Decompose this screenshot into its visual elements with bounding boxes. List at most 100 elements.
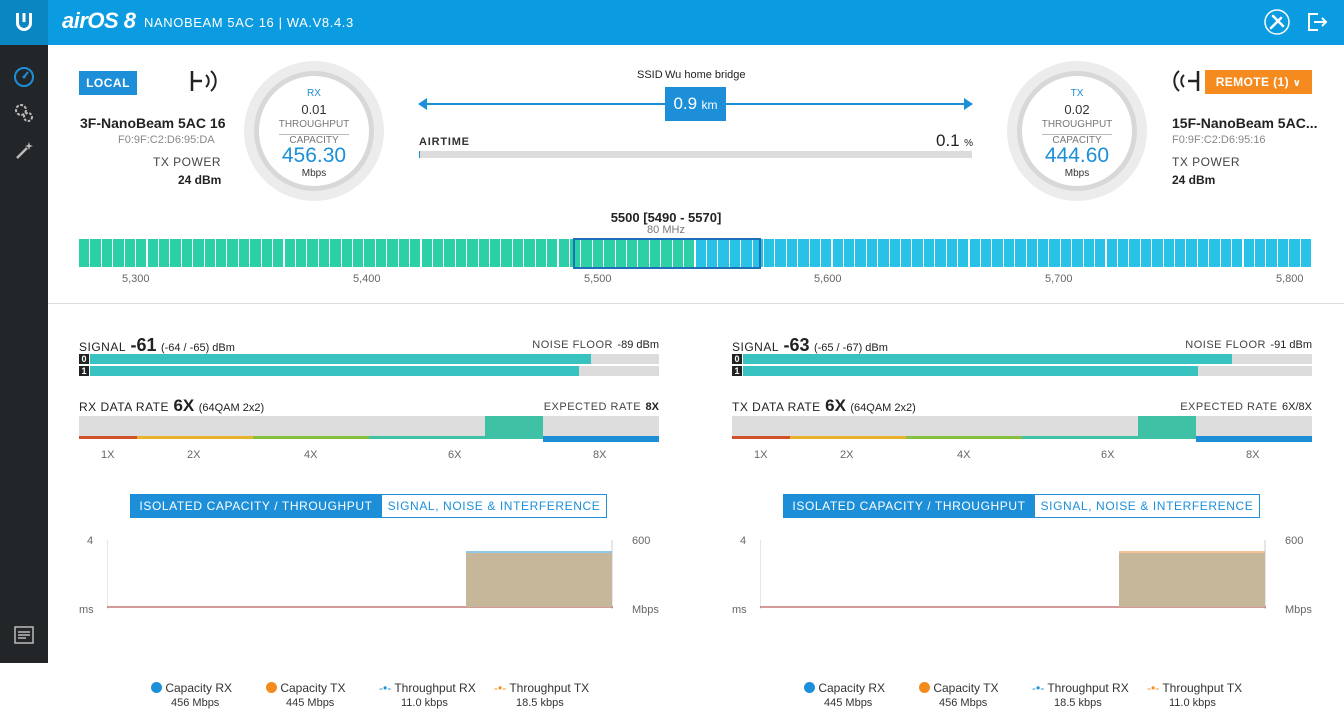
spectrum-tick: 5,700 <box>1045 273 1073 285</box>
spectrum-segment <box>250 239 261 267</box>
spectrum-segment <box>478 239 489 267</box>
spectrum-tick: 5,300 <box>122 273 150 285</box>
tab-signal-noise[interactable]: SIGNAL, NOISE & INTERFERENCE <box>381 494 607 518</box>
spectrum-segment <box>786 239 798 267</box>
spectrum-segment <box>1254 239 1266 267</box>
spectrum-segment <box>946 239 958 267</box>
spectrum-segment <box>923 239 935 267</box>
local-rx-gauge: RX 0.01 THROUGHPUT CAPACITY 456.30 Mbps <box>244 61 384 201</box>
data-rate-readout: RX DATA RATE 6X (64QAM 2x2) <box>79 396 264 416</box>
spectrum-segment <box>295 239 307 267</box>
spectrum-segment <box>752 239 763 267</box>
legend-name: Capacity TX <box>933 681 999 695</box>
legend-capacity-rx[interactable]: Capacity RX <box>151 681 232 695</box>
chain-0-signal-bar <box>90 354 659 364</box>
data-rate-detail: (64QAM 2x2) <box>850 402 916 414</box>
chain-0-signal-fill <box>90 354 591 364</box>
main-content: LOCAL 3F-NanoBeam 5AC 16 F0:9F:C2:D6:95:… <box>48 45 1344 709</box>
legend-capacity-tx[interactable]: Capacity TX <box>266 681 345 695</box>
spectrum-segment <box>216 239 227 267</box>
top-bar: airOS 8 NANOBEAM 5AC 16 | WA.V8.4.3 <box>0 0 1344 45</box>
gauge-tx-capacity: 444.60 <box>1044 144 1110 167</box>
log-icon[interactable] <box>12 623 36 647</box>
dashboard-icon[interactable] <box>12 65 36 89</box>
settings-icon[interactable] <box>12 101 36 125</box>
spectrum-segment <box>1106 239 1117 267</box>
spectrum-segment <box>1140 239 1152 267</box>
local-device-mac: F0:9F:C2:D6:95:DA <box>118 134 215 146</box>
tab-isolated-capacity[interactable]: ISOLATED CAPACITY / THROUGHPUT <box>130 494 382 518</box>
local-badge: LOCAL <box>79 71 137 95</box>
remote-tx-power-value: 24 dBm <box>1172 173 1216 187</box>
wizard-icon[interactable] <box>12 139 36 163</box>
spectrum-tick: 5,400 <box>353 273 381 285</box>
capacity-chart-svg <box>106 540 613 609</box>
expected-rate-label: EXPECTED RATE <box>543 401 642 413</box>
legend-value: 445 Mbps <box>286 697 335 709</box>
data-rate-label: TX DATA RATE <box>732 400 821 414</box>
spectrum-segment <box>147 239 158 267</box>
spectrum-segment <box>638 239 649 267</box>
legend-throughput-rx[interactable]: -•- Throughput RX <box>1032 681 1129 695</box>
device-title: NANOBEAM 5AC 16 | WA.V8.4.3 <box>144 15 354 30</box>
airtime-readout: 0.1 % <box>928 131 973 151</box>
legend-value: 11.0 kbps <box>401 697 448 709</box>
chain-0-label: 0 <box>79 354 89 364</box>
spectrum-segment <box>512 239 524 267</box>
airtime-unit: % <box>964 138 973 149</box>
data-rate-value: 6X <box>173 396 195 415</box>
rate-band-8x <box>1196 436 1312 442</box>
legend-throughput-tx[interactable]: -•- Throughput TX <box>494 681 589 695</box>
legend-capacity-tx[interactable]: Capacity TX <box>919 681 998 695</box>
spectrum-segment <box>649 239 661 267</box>
legend-line-icon: -•- <box>1147 681 1160 695</box>
legend-throughput-rx[interactable]: -•- Throughput RX <box>379 681 476 695</box>
spectrum-segment <box>1129 239 1140 267</box>
tab-signal-noise[interactable]: SIGNAL, NOISE & INTERFERENCE <box>1034 494 1260 518</box>
rate-band-1x <box>79 436 137 439</box>
signal-label: SIGNAL <box>732 340 780 354</box>
data-rate-value: 6X <box>825 396 846 415</box>
current-rate-marker <box>485 416 543 436</box>
ssid-value: Wu home bridge <box>665 69 746 81</box>
spectrum-segment <box>912 239 923 267</box>
signal-value: -63 <box>783 335 810 355</box>
spectrum-segment <box>158 239 170 267</box>
legend-name: Throughput RX <box>394 681 476 695</box>
legend-throughput-tx[interactable]: -•- Throughput TX <box>1147 681 1242 695</box>
spectrum-bar[interactable] <box>79 239 1312 267</box>
spectrum-segment <box>353 239 364 267</box>
expected-rate-value: 6X/8X <box>1282 401 1312 413</box>
local-tx-power-label: TX POWER <box>153 155 222 169</box>
gauge-tx-throughput-label: THROUGHPUT <box>1041 119 1113 130</box>
spectrum-segment <box>124 239 136 267</box>
legend-line-icon: -•- <box>1032 681 1045 695</box>
spectrum-segment <box>341 239 352 267</box>
capacity-chart <box>759 539 1266 609</box>
remote-dropdown-button[interactable]: REMOTE (1) ∨ <box>1205 70 1312 94</box>
logout-icon[interactable] <box>1304 9 1330 35</box>
spectrum-segment <box>672 239 684 267</box>
spectrum-segment <box>170 239 181 267</box>
rate-tick: 1X <box>101 449 115 461</box>
spectrum-segment <box>992 239 1003 267</box>
spectrum-segment <box>181 239 193 267</box>
spectrum-segment <box>101 239 113 267</box>
rate-band-1x <box>732 436 790 439</box>
chain-0-signal-bar <box>743 354 1312 364</box>
legend-capacity-rx[interactable]: Capacity RX <box>804 681 885 695</box>
remote-tx-gauge: TX 0.02 THROUGHPUT CAPACITY 444.60 Mbps <box>1007 61 1147 201</box>
spectrum-segment <box>980 239 992 267</box>
spectrum-segment <box>661 239 672 267</box>
signal-readout: SIGNAL -61 (-64 / -65) dBm <box>79 335 235 356</box>
spectrum-segment <box>204 239 215 267</box>
tab-isolated-capacity[interactable]: ISOLATED CAPACITY / THROUGHPUT <box>783 494 1035 518</box>
channel-width: 80 MHz <box>647 224 685 236</box>
tools-icon[interactable] <box>1264 9 1290 35</box>
gauge-rx-capacity-label: CAPACITY <box>279 134 349 146</box>
rate-band-2x <box>790 436 906 439</box>
spectrum-segment <box>1209 239 1220 267</box>
spectrum-segment <box>90 239 101 267</box>
ubiquiti-logo-icon[interactable] <box>0 0 48 45</box>
legend-value: 11.0 kbps <box>1169 697 1216 709</box>
